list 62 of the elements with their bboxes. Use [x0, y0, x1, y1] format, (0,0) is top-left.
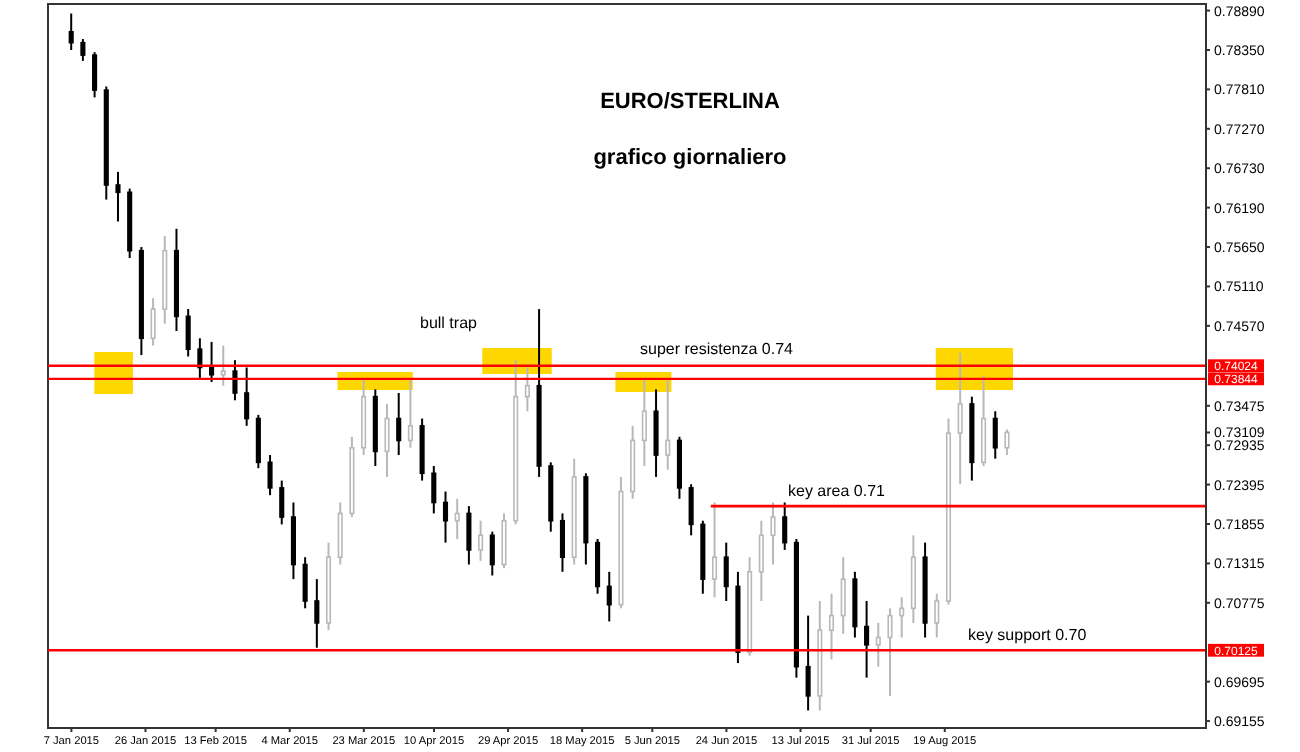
text: EURO/STERLINA	[598, 88, 782, 116]
candlestick	[501, 512, 507, 570]
candlestick	[606, 570, 612, 623]
candlestick	[981, 375, 987, 467]
candlestick	[595, 537, 601, 595]
candlestick	[711, 501, 718, 599]
candlestick	[407, 377, 413, 449]
candlestick	[209, 340, 215, 384]
candlestick	[852, 570, 858, 639]
annotation: super resistenza 0.74	[640, 340, 793, 360]
candlestick	[840, 556, 846, 635]
candlestick	[688, 483, 694, 537]
candlestick	[770, 501, 776, 566]
candlestick	[431, 464, 437, 515]
candlestick	[267, 454, 273, 497]
candlestick	[828, 592, 835, 661]
candlestick	[419, 417, 425, 482]
candlestick	[992, 410, 998, 460]
candlestick	[185, 308, 191, 358]
candlestick	[302, 556, 308, 610]
candlestick	[559, 512, 566, 573]
candlestick	[279, 479, 285, 526]
candlestick	[314, 578, 320, 649]
candlestick	[887, 607, 893, 697]
candlestick	[197, 337, 203, 380]
candlestick	[478, 519, 484, 562]
candlestick	[934, 592, 940, 639]
candlestick	[875, 621, 881, 668]
text: grafico giornaliero	[591, 144, 789, 172]
candlestick	[723, 541, 729, 603]
candlestick	[758, 519, 764, 603]
candlestick	[337, 501, 343, 566]
candlestick	[454, 497, 460, 540]
candlestick	[1004, 428, 1010, 457]
annotation: key support 0.70	[968, 626, 1087, 646]
candlestick	[676, 435, 682, 500]
candlestick	[150, 297, 156, 347]
candlestick	[92, 51, 98, 99]
candlestick	[255, 413, 261, 470]
candlestick	[115, 170, 121, 223]
candlestick	[220, 344, 226, 387]
candlestick	[899, 596, 905, 639]
candlestick	[665, 377, 671, 471]
candlestick	[442, 490, 449, 544]
candlestick	[524, 366, 530, 413]
annotation: bull trap	[420, 314, 477, 334]
candlestick	[80, 38, 86, 62]
candlestick	[466, 505, 472, 566]
candlestick	[396, 392, 402, 457]
candlestick	[290, 501, 296, 581]
candlestick	[782, 501, 788, 551]
candlestick	[384, 402, 390, 478]
candlestick	[864, 600, 870, 679]
candlestick	[489, 530, 495, 577]
candlestick	[244, 366, 250, 427]
candlestick	[957, 351, 963, 486]
annotation: key area 0.71	[788, 482, 885, 502]
candlestick	[641, 377, 647, 467]
candlestick	[232, 359, 238, 402]
candlestick	[805, 614, 811, 712]
candlestick	[68, 12, 74, 51]
candlestick	[653, 388, 659, 478]
